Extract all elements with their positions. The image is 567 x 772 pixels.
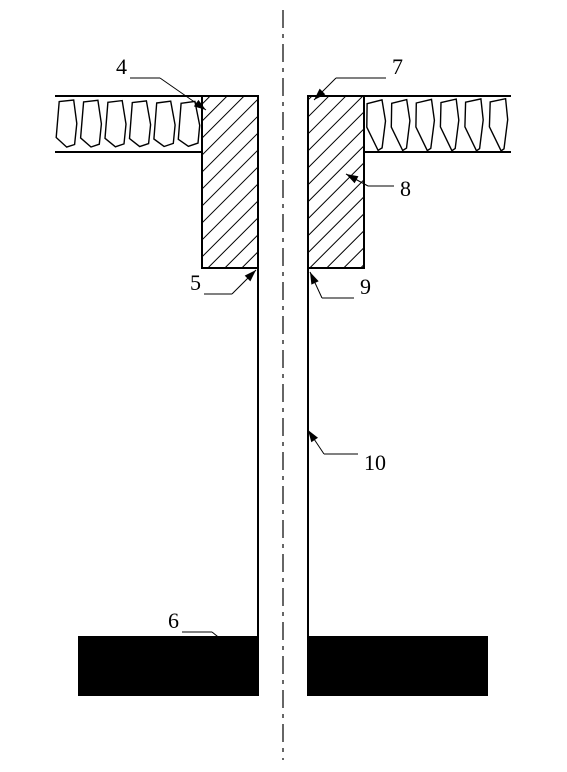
rock-cell (56, 100, 77, 147)
callout-number-l7: 7 (392, 54, 403, 79)
callout-l5: 5 (190, 270, 256, 295)
callout-number-l5: 5 (190, 270, 201, 295)
rock-cell (440, 99, 458, 151)
ground-layer-right (364, 96, 511, 152)
callout-l9: 9 (310, 272, 371, 299)
rock-cell (105, 101, 126, 147)
rock-cell (81, 100, 102, 147)
arrowhead (310, 272, 319, 285)
callout-number-l4: 4 (116, 54, 127, 79)
rock-cell (391, 100, 410, 151)
hatched-block-left (202, 96, 258, 268)
arrowhead (308, 430, 318, 442)
rock-cell (130, 101, 151, 147)
ground-layer-left (55, 96, 202, 152)
rock-cell (416, 99, 435, 150)
callout-number-l8: 8 (400, 176, 411, 201)
callout-number-l9: 9 (360, 274, 371, 299)
rock-cell (367, 100, 386, 150)
rock-cell (154, 101, 175, 146)
rock-cell (489, 99, 507, 151)
callout-number-l10: 10 (364, 450, 386, 475)
diagram-canvas: 4 5 6 7 8 9 10 (0, 0, 567, 772)
callout-l7: 7 (314, 54, 403, 100)
callout-l10: 10 (308, 430, 386, 475)
callout-number-l6: 6 (168, 608, 179, 633)
hatched-block-right (308, 96, 364, 268)
rock-cell (465, 99, 483, 151)
rock-cell (178, 101, 199, 146)
